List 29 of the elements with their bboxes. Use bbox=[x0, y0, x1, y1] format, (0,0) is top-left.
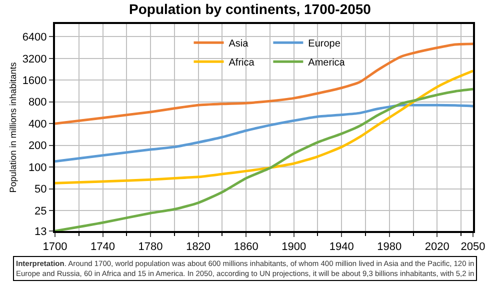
x-tick-label: 1860 bbox=[234, 241, 258, 254]
x-tick-label: 2050 bbox=[460, 241, 486, 254]
y-tick-label: 6400 bbox=[22, 32, 47, 44]
y-tick-label: 50 bbox=[34, 184, 47, 196]
legend-label: Africa bbox=[228, 58, 255, 69]
legend-label: America bbox=[308, 58, 346, 69]
y-tick-label: 400 bbox=[28, 118, 47, 130]
x-tick-label: 1780 bbox=[138, 241, 163, 254]
x-tick-label: 1700 bbox=[42, 241, 68, 254]
chart-title: Population by continents, 1700-2050 bbox=[129, 1, 372, 18]
y-axis-title: Population in millions inhabitants bbox=[8, 62, 18, 193]
line-series bbox=[55, 70, 473, 184]
x-tick-label: 1940 bbox=[329, 241, 354, 254]
x-tick-label: 2020 bbox=[424, 241, 450, 254]
x-tick-label: 1740 bbox=[90, 241, 116, 254]
line-series bbox=[55, 104, 473, 163]
x-tick-label: 1900 bbox=[282, 241, 306, 254]
y-tick-label: 3200 bbox=[22, 53, 47, 66]
y-tick-label: 200 bbox=[28, 140, 47, 152]
x-tick-label: 1820 bbox=[186, 241, 211, 254]
y-tick-label: 13 bbox=[34, 226, 47, 238]
x-tick-label: 1980 bbox=[377, 241, 402, 254]
legend-label: Asia bbox=[228, 38, 249, 50]
y-tick-label: 25 bbox=[34, 205, 47, 218]
legend-label: Europe bbox=[308, 38, 341, 50]
y-tick-label: 800 bbox=[28, 96, 47, 109]
y-tick-label: 100 bbox=[28, 162, 47, 174]
y-tick-label: 1600 bbox=[22, 75, 47, 88]
line-series bbox=[55, 88, 473, 231]
